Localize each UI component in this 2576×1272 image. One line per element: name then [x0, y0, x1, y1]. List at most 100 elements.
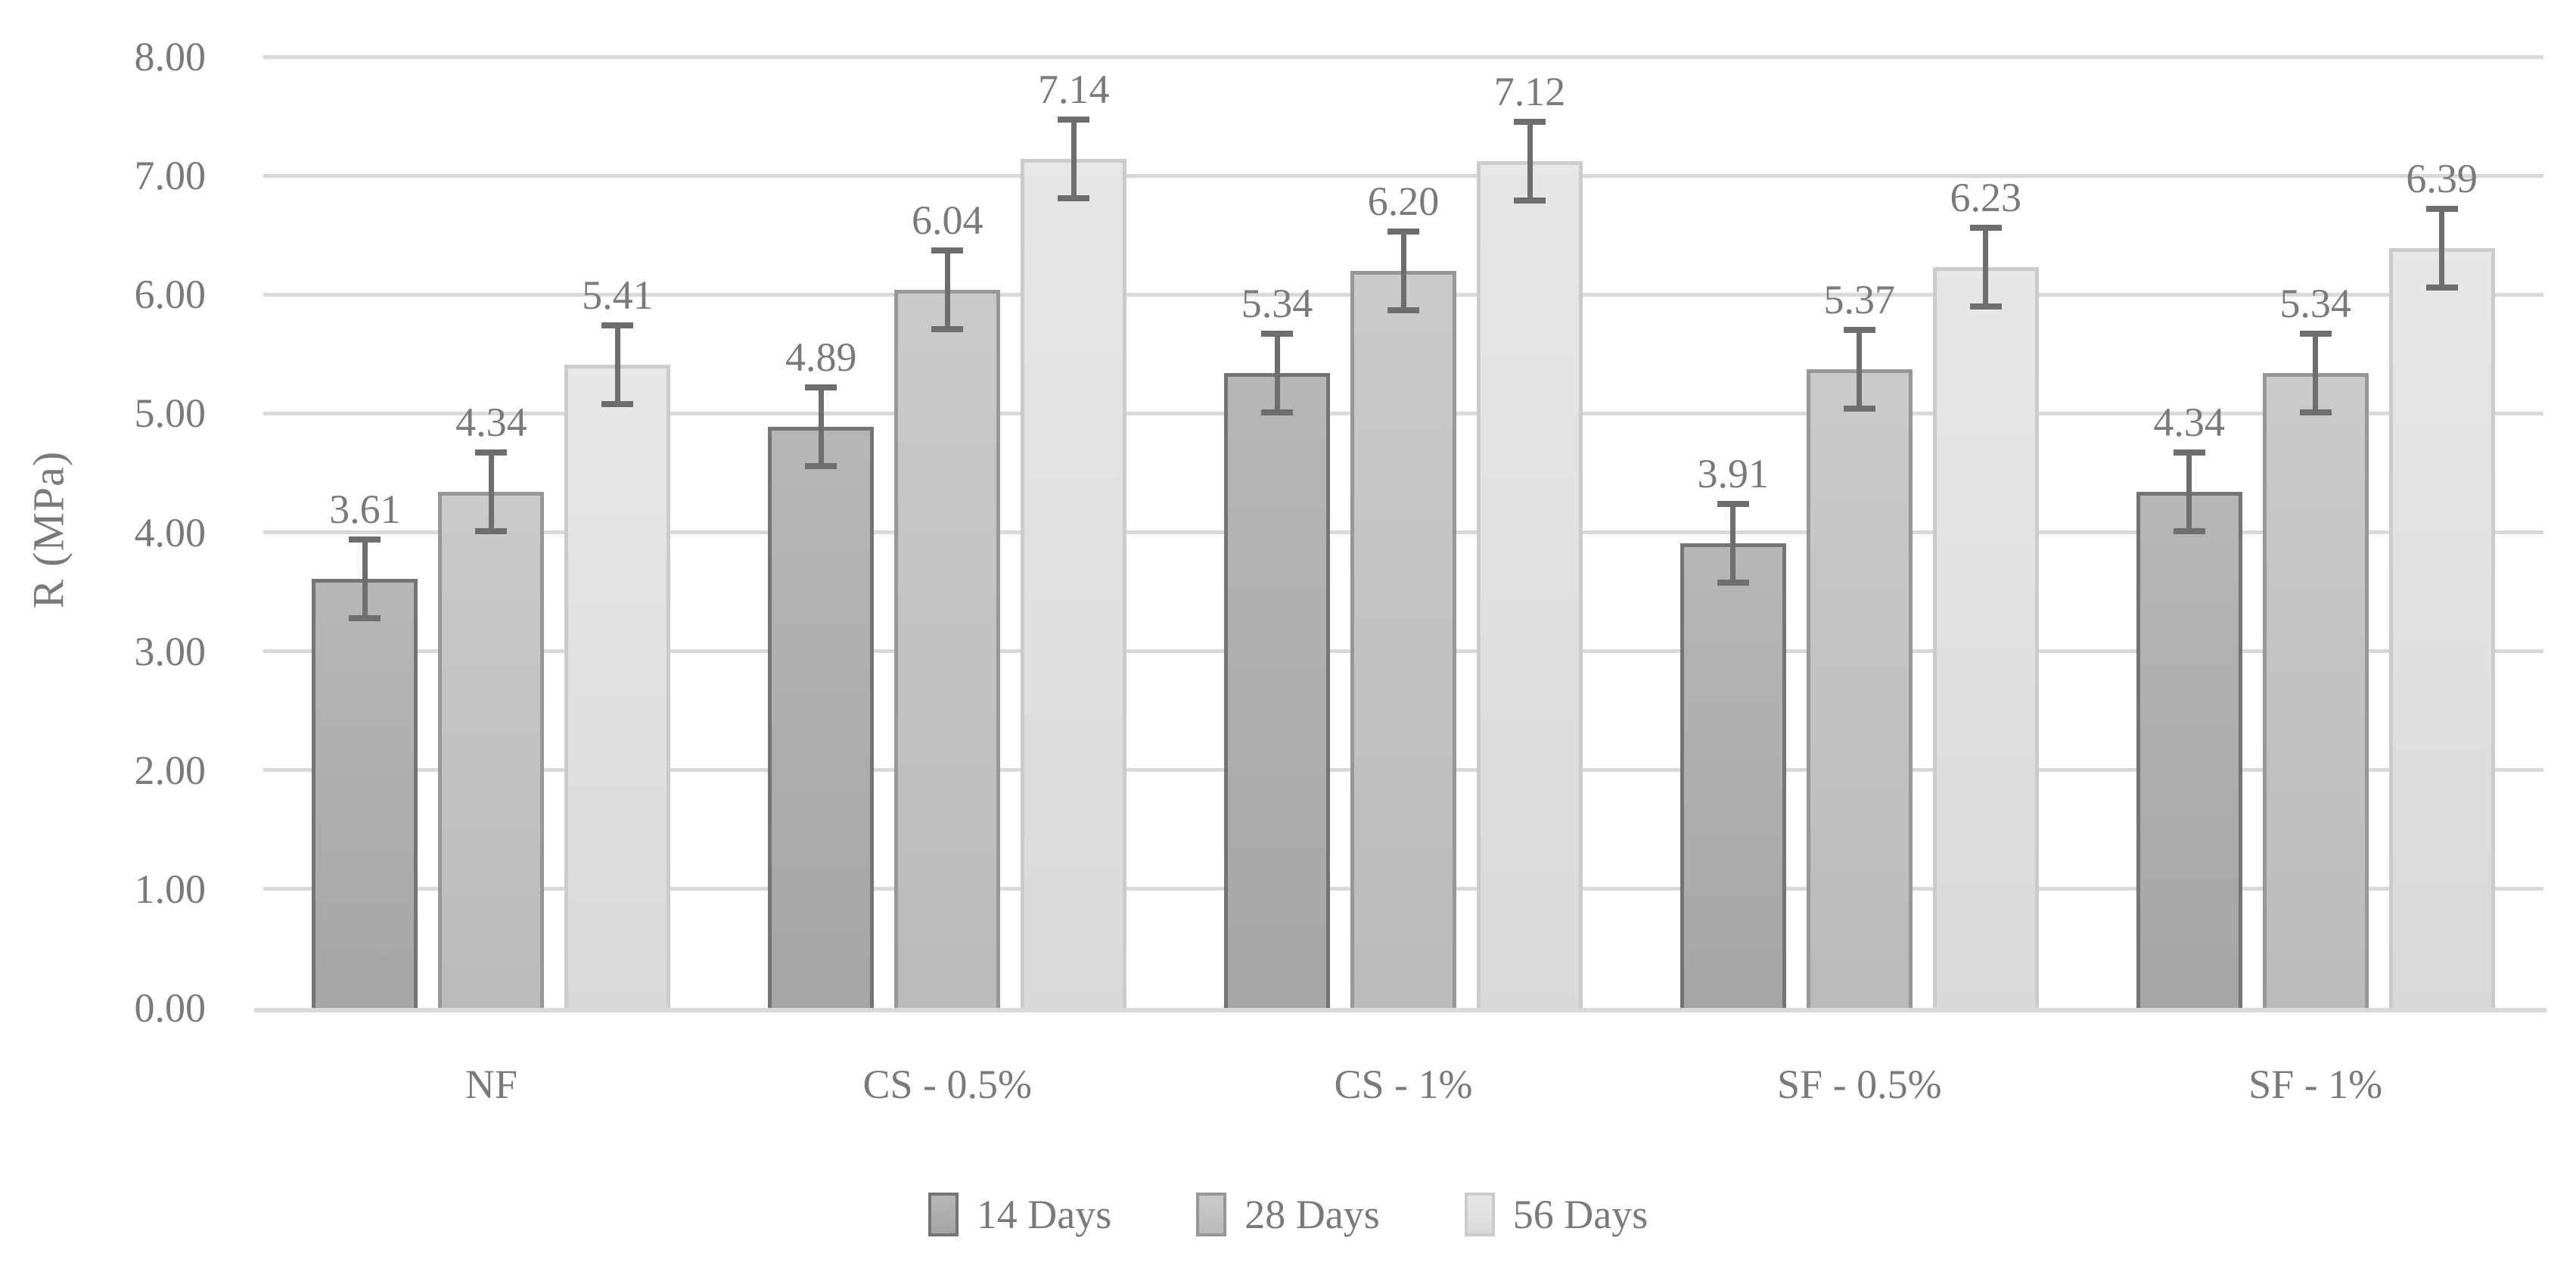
legend-item-56-days: 56 Days — [1464, 1191, 1648, 1238]
y-tick-label: 0.00 — [134, 985, 207, 1031]
legend-item-28-days: 28 Days — [1196, 1191, 1380, 1238]
y-tick-label: 1.00 — [134, 866, 207, 912]
error-bar-cap-top — [1717, 500, 1749, 507]
error-bar-cap-bottom — [1387, 306, 1419, 313]
error-bar-cap-top — [1969, 225, 2002, 232]
error-bar-cap-bottom — [1261, 409, 1293, 415]
data-label: 4.34 — [455, 400, 527, 446]
error-bar-cap-bottom — [1969, 303, 2002, 309]
data-label: 5.34 — [2279, 281, 2351, 327]
legend-swatch-56-days — [1464, 1193, 1495, 1236]
data-label: 7.12 — [1493, 69, 1566, 115]
data-label: 5.34 — [1241, 281, 1313, 327]
error-bar-cap-top — [2425, 206, 2458, 213]
error-bar-cap-bottom — [1514, 197, 1546, 204]
bar-28-days — [894, 290, 1001, 1008]
error-bar-cap-bottom — [2299, 409, 2332, 415]
y-tick-label: 8.00 — [134, 34, 207, 79]
error-bar-cap-top — [475, 449, 508, 456]
x-axis-line — [254, 1008, 2546, 1012]
error-bar-cap-bottom — [601, 400, 634, 407]
x-category-label: SF - 0.5% — [1777, 1062, 1942, 1107]
error-bar-line — [2186, 453, 2192, 531]
error-bar-cap-top — [601, 322, 634, 329]
x-category-label: CS - 0.5% — [862, 1062, 1032, 1107]
bar-28-days — [2262, 373, 2369, 1008]
y-tick-label: 6.00 — [134, 272, 207, 318]
y-tick-label: 4.00 — [134, 509, 207, 555]
bar-14-days — [1680, 543, 1786, 1008]
data-label: 3.91 — [1697, 450, 1770, 496]
error-bar-cap-top — [931, 247, 964, 254]
y-tick-label: 5.00 — [134, 390, 207, 437]
y-tick-label: 3.00 — [134, 628, 207, 674]
bar-56-days — [2388, 248, 2495, 1008]
error-bar-line — [2439, 209, 2445, 288]
bar-14-days — [312, 578, 418, 1008]
error-bar-line — [362, 539, 368, 618]
y-tick-label: 7.00 — [134, 153, 207, 199]
error-bar-line — [1857, 330, 1863, 409]
legend-item-14-days: 14 Days — [928, 1191, 1111, 1238]
error-bar-line — [614, 325, 620, 404]
bar-28-days — [438, 492, 545, 1008]
error-bar-line — [1730, 503, 1736, 583]
bar-28-days — [1806, 369, 1913, 1008]
error-bar-cap-top — [1843, 327, 1875, 334]
bar-56-days — [564, 365, 671, 1008]
y-tick-label: 2.00 — [134, 747, 207, 793]
gridline — [263, 173, 2543, 178]
error-bar-cap-top — [805, 384, 837, 390]
data-label: 6.04 — [911, 197, 983, 244]
error-bar-cap-bottom — [1843, 406, 1875, 412]
data-label: 4.89 — [785, 334, 857, 380]
data-label: 5.41 — [582, 272, 654, 319]
legend: 14 Days 28 Days 56 Days — [0, 1180, 2576, 1249]
error-bar-cap-bottom — [1717, 579, 1749, 586]
error-bar-cap-bottom — [2425, 284, 2458, 291]
legend-label-56-days: 56 Days — [1512, 1192, 1648, 1237]
error-bar-cap-bottom — [931, 325, 964, 332]
error-bar-line — [1070, 120, 1077, 198]
error-bar-cap-top — [1261, 331, 1293, 337]
bar-14-days — [2136, 492, 2242, 1008]
error-bar-line — [1400, 232, 1406, 310]
x-category-label: CS - 1% — [1334, 1062, 1473, 1107]
error-bar-cap-top — [2173, 449, 2205, 456]
data-label: 5.37 — [1823, 277, 1896, 323]
data-label: 6.23 — [1950, 175, 2022, 221]
error-bar-line — [1983, 228, 1989, 306]
error-bar-cap-bottom — [1058, 195, 1090, 201]
error-bar-cap-top — [1387, 229, 1419, 235]
legend-label-14-days: 14 Days — [976, 1192, 1112, 1237]
error-bar-line — [818, 387, 824, 466]
error-bar-line — [1527, 122, 1533, 201]
bar-56-days — [1477, 161, 1583, 1008]
data-label: 7.14 — [1037, 67, 1110, 113]
error-bar-cap-bottom — [2173, 527, 2205, 534]
error-bar-cap-bottom — [349, 614, 381, 621]
error-bar-cap-top — [1058, 117, 1090, 123]
bar-28-days — [1350, 270, 1456, 1008]
error-bar-cap-top — [349, 536, 381, 543]
error-bar-cap-top — [1514, 119, 1546, 126]
gridline — [263, 54, 2543, 59]
data-label: 6.20 — [1367, 179, 1440, 224]
x-category-label: SF - 1% — [2248, 1062, 2383, 1107]
legend-label-28-days: 28 Days — [1244, 1192, 1380, 1237]
bar-14-days — [1224, 373, 1330, 1008]
error-bar-line — [944, 250, 950, 329]
data-label: 4.34 — [2153, 400, 2225, 446]
error-bar-line — [2313, 334, 2319, 412]
error-bar-cap-bottom — [475, 527, 508, 534]
error-bar-cap-top — [2299, 331, 2332, 337]
bar-56-days — [1932, 267, 2039, 1008]
legend-swatch-28-days — [1196, 1193, 1227, 1236]
data-label: 3.61 — [329, 486, 401, 532]
x-category-label: NF — [465, 1062, 517, 1107]
error-bar-cap-bottom — [805, 462, 837, 469]
bar-56-days — [1021, 159, 1127, 1008]
bar-14-days — [768, 426, 875, 1008]
